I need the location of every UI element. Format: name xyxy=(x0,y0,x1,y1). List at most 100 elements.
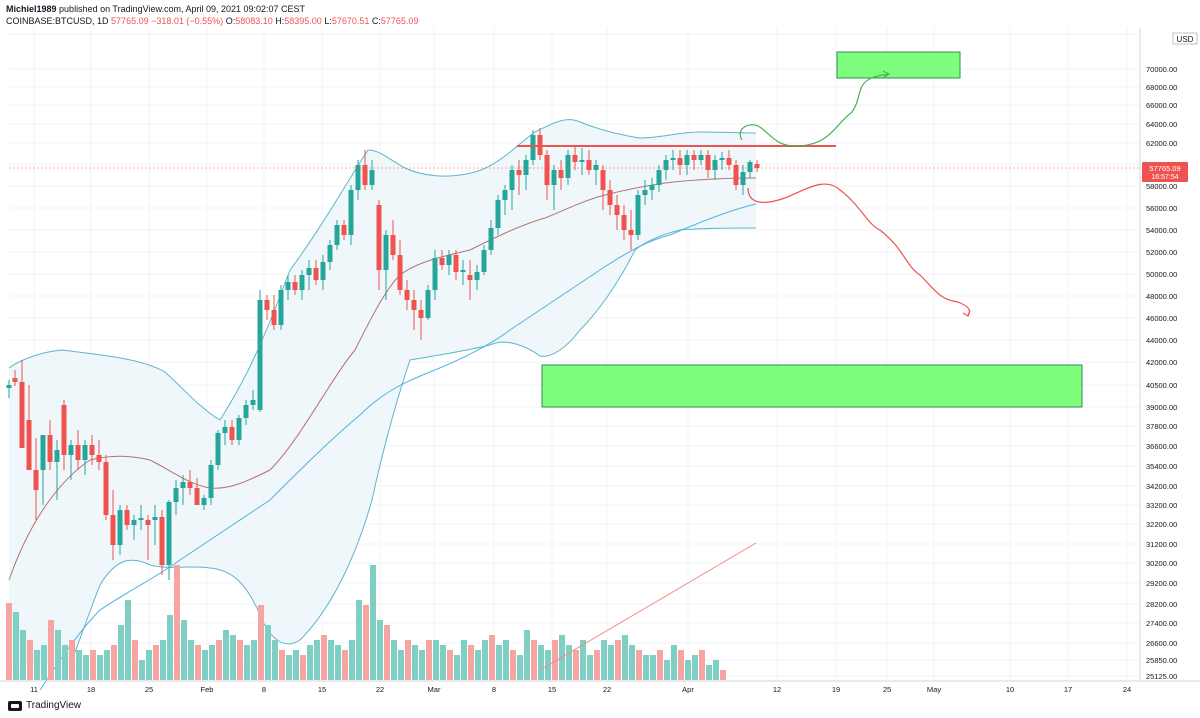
candle-body xyxy=(404,290,410,300)
volume-bar xyxy=(440,645,446,680)
chart-header: Michiel1989 published on TradingView.com… xyxy=(6,3,418,27)
time-tick-label: Mar xyxy=(428,685,441,694)
candle-body xyxy=(453,255,459,272)
volume-bar xyxy=(594,650,600,680)
candle-body xyxy=(194,488,200,505)
volume-bar xyxy=(237,640,243,680)
candle-body xyxy=(607,190,613,205)
volume-bar xyxy=(251,640,257,680)
candle-body xyxy=(397,255,403,290)
candle-body xyxy=(425,290,431,318)
low-value: 57670.51 xyxy=(331,16,370,26)
volume-bar xyxy=(482,640,488,680)
volume-bar xyxy=(216,640,222,680)
candle-body xyxy=(26,420,32,470)
price-tick-label: 50000.00 xyxy=(1146,270,1177,279)
volume-bar xyxy=(69,640,75,680)
time-tick-label: May xyxy=(927,685,941,694)
candle-body xyxy=(754,164,760,168)
candle-body xyxy=(586,160,592,170)
volume-bar xyxy=(335,645,341,680)
volume-bar xyxy=(188,640,194,680)
bearish-projection-path[interactable] xyxy=(747,183,971,317)
volume-bar xyxy=(531,640,537,680)
volume-bar xyxy=(433,640,439,680)
price-tick-label: 66000.00 xyxy=(1146,101,1177,110)
candle-body xyxy=(481,250,487,272)
candle-body xyxy=(621,215,627,230)
price-tick-label: 35400.00 xyxy=(1146,462,1177,471)
volume-bar xyxy=(468,645,474,680)
candle-body xyxy=(572,155,578,162)
candle-body xyxy=(523,160,529,175)
price-tick-label: 44000.00 xyxy=(1146,336,1177,345)
lower-support-zone[interactable] xyxy=(541,364,1083,408)
volume-bar xyxy=(664,660,670,680)
close-value: 57765.09 xyxy=(380,16,419,26)
candle-body xyxy=(460,270,466,272)
volume-bar xyxy=(496,645,502,680)
upper-target-zone[interactable] xyxy=(836,51,961,79)
time-tick-label: 11 xyxy=(30,685,38,694)
volume-bar xyxy=(314,640,320,680)
time-axis-labels: 11 18 25 Feb 8 15 22 Mar 8 15 22 Apr 12 19 25 May 10 17 24 xyxy=(30,685,1131,694)
candle-body xyxy=(110,515,116,545)
volume-bar xyxy=(608,645,614,680)
time-tick-label: 8 xyxy=(262,685,266,694)
volume-bar xyxy=(538,645,544,680)
price-tick-label: 56000.00 xyxy=(1146,204,1177,213)
volume-bar xyxy=(139,660,145,680)
candle-body xyxy=(684,155,690,165)
symbol-label[interactable]: COINBASE:BTCUSD, 1D xyxy=(6,16,109,26)
time-tick-label: 10 xyxy=(1006,685,1014,694)
candle-body xyxy=(705,155,711,170)
candle-body xyxy=(719,158,725,160)
time-tick-label: 8 xyxy=(492,685,496,694)
tradingview-logo-icon xyxy=(8,700,22,711)
candle-body xyxy=(334,225,340,245)
author-name[interactable]: Michiel1989 xyxy=(6,4,57,14)
volume-bar xyxy=(342,650,348,680)
footer: TradingView xyxy=(8,700,81,711)
candle-body xyxy=(551,170,557,185)
time-tick-label: 12 xyxy=(773,685,781,694)
volume-bar xyxy=(146,650,152,680)
last-price-value: 57765.09 xyxy=(111,16,149,26)
bollinger-upper-band xyxy=(8,119,757,421)
candle-body xyxy=(628,230,634,235)
bar-countdown: 16:57:54 xyxy=(1151,174,1178,181)
candle-body xyxy=(124,510,130,525)
volume-bar xyxy=(111,645,117,680)
time-tick-label: 25 xyxy=(883,685,891,694)
volume-bar xyxy=(125,600,131,680)
time-tick-label: 22 xyxy=(603,685,611,694)
candle-body xyxy=(509,170,515,190)
volume-bar xyxy=(405,640,411,680)
candle-body xyxy=(698,155,704,160)
footer-brand[interactable]: TradingView xyxy=(26,700,82,711)
volume-bar xyxy=(293,650,299,680)
bollinger-basis-line xyxy=(8,177,757,581)
candle-body xyxy=(215,433,221,465)
price-tick-label: 31200.00 xyxy=(1146,540,1177,549)
candle-body xyxy=(313,268,319,280)
volume-bar xyxy=(678,650,684,680)
candle-body xyxy=(285,282,291,290)
volume-bar xyxy=(566,645,572,680)
price-tick-label: 39000.00 xyxy=(1146,403,1177,412)
price-tick-label: 54000.00 xyxy=(1146,226,1177,235)
bullish-projection-path[interactable] xyxy=(739,70,891,147)
price-tick-label: 36600.00 xyxy=(1146,442,1177,451)
volume-bar xyxy=(132,640,138,680)
candle-body xyxy=(187,482,193,488)
volume-bar xyxy=(657,650,663,680)
candle-body xyxy=(383,235,389,270)
volume-bar xyxy=(650,655,656,680)
volume-bar xyxy=(118,625,124,680)
price-tick-label: 52000.00 xyxy=(1146,248,1177,257)
high-label: H: xyxy=(275,16,285,26)
volume-bar xyxy=(104,650,110,680)
volume-bar xyxy=(699,650,705,680)
volume-trend-line[interactable] xyxy=(539,542,757,671)
